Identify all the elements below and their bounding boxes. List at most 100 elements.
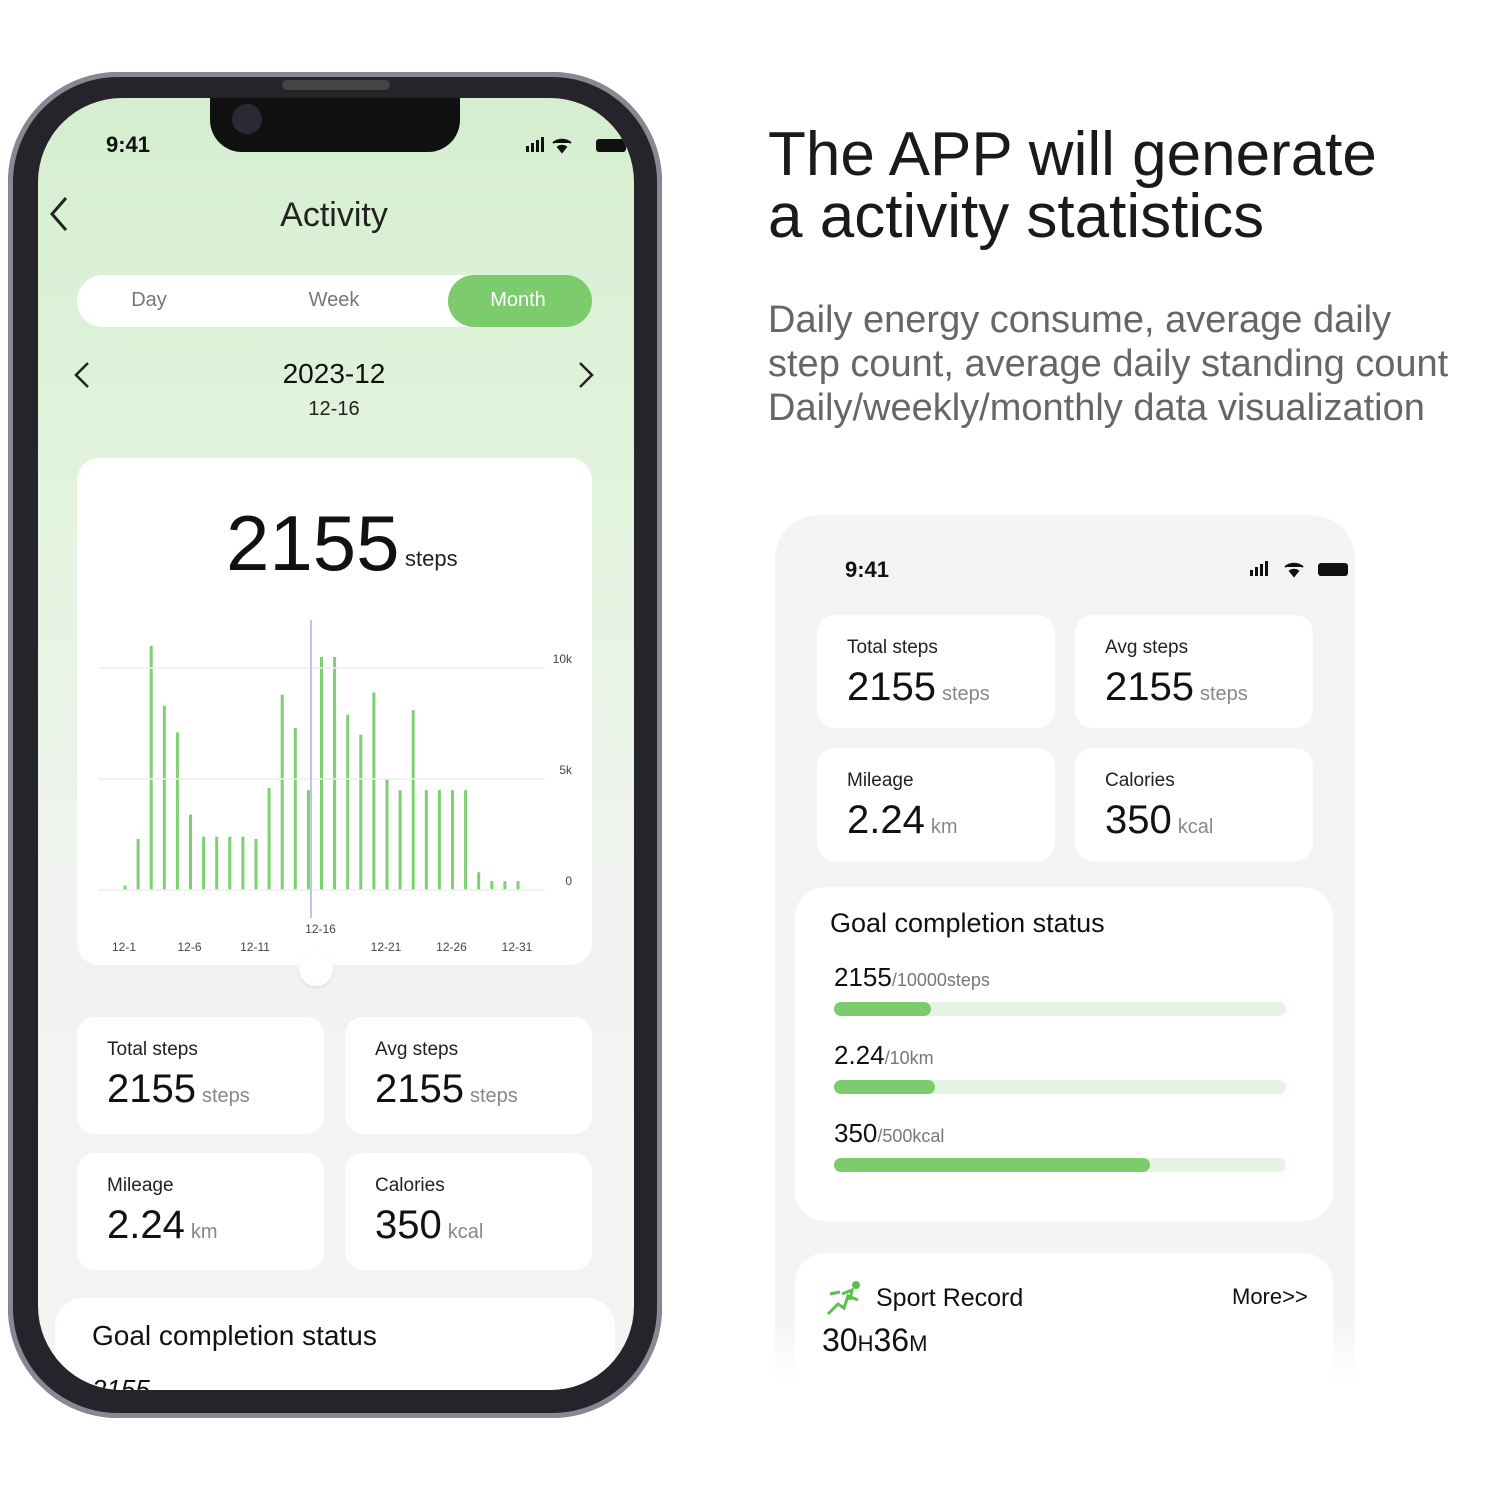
tab[interactable]: Month <box>490 289 546 311</box>
stat-row: 350 kcal <box>375 1203 483 1248</box>
stat-value: 350 <box>375 1203 442 1247</box>
bar <box>516 881 520 890</box>
stat-unit: km <box>190 1221 218 1243</box>
goal-progress <box>834 1080 936 1094</box>
bar <box>411 710 415 890</box>
bar <box>293 727 297 890</box>
sport-icon <box>826 1281 860 1316</box>
bar <box>189 814 192 890</box>
x-tick-label: 12-11 <box>240 940 270 954</box>
total-unit: steps <box>405 546 458 571</box>
stat-label: Total steps <box>107 1039 198 1060</box>
next-month[interactable] <box>574 360 598 390</box>
tab-active <box>448 275 592 327</box>
stat-label: Avg steps <box>375 1039 459 1060</box>
bar <box>503 881 507 890</box>
stat-value: 2155 <box>375 1067 464 1111</box>
stat-card <box>77 1017 324 1134</box>
stat-unit: steps <box>201 1085 250 1107</box>
stat-unit: kcal <box>447 1221 484 1243</box>
goal-row: 2.24/10km <box>834 1040 934 1071</box>
day: 12-16 <box>308 398 360 420</box>
chart-handle[interactable] <box>299 952 333 986</box>
status-time: 9:41 <box>106 132 151 157</box>
goal-target: /500kcal <box>877 1126 945 1146</box>
bar <box>280 694 284 890</box>
headline: a activity statistics <box>768 182 1265 251</box>
hours-unit: H <box>857 1331 874 1356</box>
bar <box>437 790 441 890</box>
bar <box>477 872 481 890</box>
stat-card <box>817 615 1055 728</box>
bar <box>451 790 454 890</box>
goal-row: 2155/10000steps <box>834 962 990 993</box>
stat-row: 350 kcal <box>1105 798 1213 843</box>
y-tick-label: 5k <box>559 763 573 777</box>
bar <box>306 790 310 890</box>
total-value: 2155 <box>226 499 400 587</box>
back-button[interactable] <box>44 194 74 234</box>
bar <box>490 881 494 890</box>
y-tick-label: 0 <box>565 874 572 888</box>
bar <box>398 790 402 890</box>
goal-progress <box>834 1002 932 1016</box>
stat-label: Total steps <box>847 637 938 658</box>
stat-value: 2.24 <box>107 1203 185 1247</box>
stat-value: 2155 <box>847 665 936 709</box>
stat-unit: steps <box>941 683 990 705</box>
stat-unit: kcal <box>1177 816 1214 838</box>
screen-title: Activity <box>280 196 388 234</box>
bar <box>385 779 389 890</box>
status-icons <box>1250 561 1348 578</box>
prev-month[interactable] <box>70 360 94 390</box>
goal-target: /10km <box>884 1048 934 1068</box>
sport-title: Sport Record <box>876 1284 1024 1312</box>
goal-target: /10000steps <box>891 970 990 990</box>
description: Daily/weekly/monthly data visualization <box>768 387 1425 429</box>
month: 2023-12 <box>282 358 386 389</box>
goal-peek: 2155 <box>92 1374 150 1390</box>
goal-value: 350 <box>834 1118 878 1148</box>
stat-card <box>77 1153 324 1270</box>
goal-progress <box>834 1158 1151 1172</box>
stat-row: 2155 steps <box>847 665 990 710</box>
stat-row: 2.24 km <box>107 1203 218 1248</box>
y-tick-label: 10k <box>553 652 573 666</box>
goal-value: 2.24 <box>834 1040 885 1070</box>
bar <box>162 705 166 890</box>
bar <box>359 734 363 890</box>
goal-title: Goal completion status <box>92 1320 377 1351</box>
minutes: 36 <box>873 1322 910 1358</box>
x-tick-label: 12-6 <box>177 940 201 954</box>
camera <box>232 104 262 134</box>
goal-track <box>834 1080 1286 1094</box>
stat-card <box>1075 615 1313 728</box>
stat-row: 2155 steps <box>1105 665 1248 710</box>
stat-unit: steps <box>1199 683 1248 705</box>
x-tick-label: 12-26 <box>436 940 467 954</box>
x-tick-label: 12-1 <box>112 940 136 954</box>
bar <box>228 836 232 890</box>
sport-card <box>795 1253 1333 1385</box>
speaker <box>282 80 390 90</box>
bar <box>333 656 337 890</box>
bar <box>267 787 271 890</box>
goal-title: Goal completion status <box>830 908 1105 938</box>
bar <box>424 790 428 890</box>
stat-row: 2155 steps <box>375 1067 518 1112</box>
hours: 30 <box>822 1322 858 1358</box>
bar <box>254 838 258 890</box>
bar <box>136 838 140 890</box>
tab[interactable]: Week <box>308 289 360 311</box>
more-link[interactable]: More>> <box>1232 1284 1308 1309</box>
status-time: 9:41 <box>845 557 890 582</box>
stat-unit: steps <box>469 1085 518 1107</box>
tab[interactable]: Day <box>131 289 167 311</box>
x-tick-label: 12-21 <box>371 940 402 954</box>
stat-card <box>817 748 1055 861</box>
chart: 12-31 12-26 12-21 12-16 12-11 12-6 12-1 10k 5k 0 <box>98 620 573 954</box>
bar <box>464 790 468 890</box>
bar <box>175 732 179 890</box>
x-tick-label: 12-16 <box>305 922 336 936</box>
